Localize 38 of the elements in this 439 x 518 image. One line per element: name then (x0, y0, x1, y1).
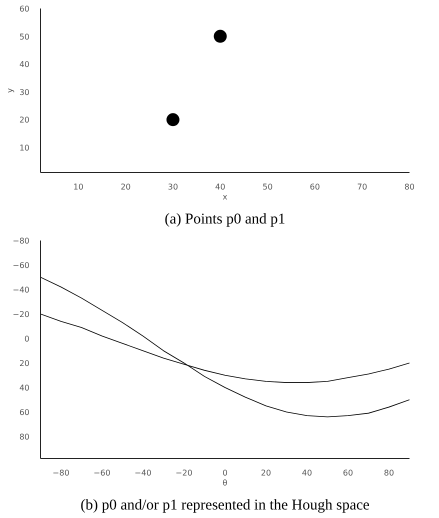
x-tick-label: 80 (384, 468, 394, 478)
y-axis-title: y (5, 88, 14, 93)
line-series (40, 276, 410, 418)
text: (a) Points p0 and p1 (164, 212, 286, 228)
y-tick-label: 80 (19, 432, 30, 442)
x-axis-title: x (222, 192, 228, 202)
text: (b) p0 and/or p1 represented in the Hough space (80, 498, 370, 514)
x-axis-title: θ (222, 478, 228, 488)
y-tick-label: 0 (24, 334, 30, 344)
x-tick-label: −80 (52, 468, 70, 478)
x-tick-label: 60 (310, 182, 320, 192)
x-tick-label: 40 (302, 468, 312, 478)
x-tick-label: 30 (168, 182, 178, 192)
x-tick-label: −60 (94, 468, 110, 478)
x-tick-label: 20 (120, 182, 131, 192)
y-tick-label: 20 (19, 116, 30, 125)
y-tick-label: −20 (12, 310, 30, 319)
x-tick-label: 20 (260, 468, 272, 478)
x-tick-label: 70 (357, 182, 368, 192)
y-tick-label: −40 (12, 285, 30, 294)
x-tick-label: 40 (215, 182, 226, 192)
x-tick-label: 0 (222, 468, 228, 478)
y-tick-label: 40 (19, 60, 30, 70)
y-tick-label: 20 (19, 358, 30, 368)
x-tick-label: 60 (342, 468, 354, 478)
x-tick-label: −40 (134, 468, 152, 478)
y-tick-label: 30 (19, 88, 30, 97)
y-tick-label: −80 (12, 236, 30, 246)
y-tick-label: 60 (19, 4, 30, 14)
x-tick-label: −20 (176, 468, 192, 478)
x-tick-label: 50 (262, 182, 273, 192)
y-tick-label: 60 (19, 408, 30, 417)
x-tick-label: 80 (404, 182, 415, 192)
y-tick-label: 40 (19, 383, 30, 392)
y-tick-label: −60 (12, 260, 30, 270)
y-tick-label: 50 (19, 32, 30, 42)
x-tick-label: 10 (73, 182, 84, 192)
y-tick-label: 10 (19, 143, 30, 152)
